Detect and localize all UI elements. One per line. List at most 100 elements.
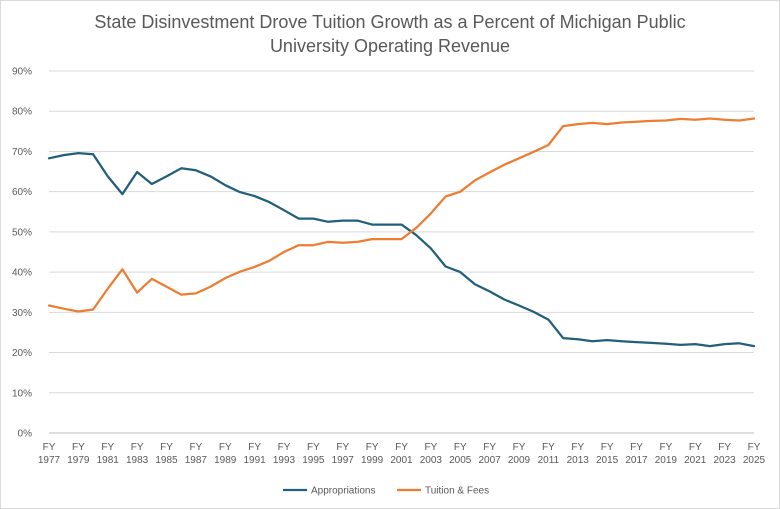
x-tick-label-year: 1993 [273, 455, 296, 466]
gridlines [49, 70, 754, 434]
x-tick-label-prefix: FY [336, 442, 349, 453]
legend-label: Appropriations [311, 486, 375, 497]
x-tick-label-prefix: FY [748, 442, 761, 453]
x-tick-label-prefix: FY [454, 442, 467, 453]
x-tick-label-prefix: FY [601, 442, 614, 453]
x-tick-label-year: 1981 [97, 455, 120, 466]
x-tick-label-year: 2001 [390, 455, 413, 466]
x-tick-label-prefix: FY [424, 442, 437, 453]
x-tick-label-year: 2007 [479, 455, 502, 466]
x-tick-label-prefix: FY [219, 442, 232, 453]
y-tick-label: 30% [12, 308, 32, 319]
y-tick-label: 20% [12, 348, 32, 359]
legend: Appropriations Tuition & Fees [283, 486, 489, 497]
x-tick-label-year: 1997 [332, 455, 355, 466]
y-tick-label: 80% [12, 107, 32, 118]
x-tick-label: FY 1977 [38, 442, 61, 466]
x-tick-label: FY 2001 [390, 442, 413, 466]
x-tick-label: FY 2025 [743, 442, 766, 466]
x-tick-label-prefix: FY [718, 442, 731, 453]
x-tick-label: FY 1985 [155, 442, 178, 466]
x-tick-label-prefix: FY [131, 442, 144, 453]
x-tick-label: FY 2017 [625, 442, 648, 466]
x-tick-label-year: 2003 [420, 455, 443, 466]
y-tick-label: 40% [12, 268, 32, 279]
series-lines [47, 117, 756, 348]
x-tick-label: FY 1981 [97, 442, 120, 466]
x-tick-label: FY 1989 [214, 442, 237, 466]
x-tick-label-prefix: FY [513, 442, 526, 453]
legend-item: Tuition & Fees [397, 486, 489, 497]
x-tick-label: FY 1999 [361, 442, 384, 466]
x-tick-label-year: 2023 [714, 455, 737, 466]
x-tick-label-prefix: FY [483, 442, 496, 453]
x-tick-label: FY 2007 [479, 442, 502, 466]
x-tick-label: FY 2023 [714, 442, 737, 466]
x-tick-label: FY 1987 [185, 442, 208, 466]
y-tick-label: 70% [12, 147, 32, 158]
x-tick-label-prefix: FY [248, 442, 261, 453]
x-tick-label: FY 2019 [655, 442, 678, 466]
x-tick-label-prefix: FY [43, 442, 56, 453]
y-axis: 0% 10% 20% 30% 40% 50% 60% 70% 80% 90% [12, 67, 32, 440]
x-tick-label-year: 1979 [67, 455, 90, 466]
x-tick-label-prefix: FY [189, 442, 202, 453]
x-tick-label-year: 1987 [185, 455, 208, 466]
x-tick-label: FY 2009 [508, 442, 531, 466]
x-tick-label-prefix: FY [160, 442, 173, 453]
x-tick-label: FY 2003 [420, 442, 443, 466]
x-tick-label-prefix: FY [571, 442, 584, 453]
y-tick-label: 90% [12, 67, 32, 78]
x-tick-label-year: 1989 [214, 455, 237, 466]
chart-title-line-2: University Operating Revenue [269, 36, 511, 56]
x-tick-label-year: 2005 [449, 455, 472, 466]
x-tick-label-prefix: FY [72, 442, 85, 453]
series-line-appropriations [47, 151, 756, 348]
x-tick-label: FY 1997 [332, 442, 355, 466]
x-tick-label-year: 1983 [126, 455, 149, 466]
x-tick-label: FY 2005 [449, 442, 472, 466]
x-tick-label-prefix: FY [630, 442, 643, 453]
x-tick-label: FY 1993 [273, 442, 296, 466]
x-tick-label-year: 1991 [244, 455, 267, 466]
x-tick-label-year: 2019 [655, 455, 678, 466]
x-tick-label-year: 2009 [508, 455, 531, 466]
x-axis: FY 1977 FY 1979 FY 1981 FY 1983 FY 1985 FY 1987 FY 19… [38, 442, 766, 466]
x-tick-label-prefix: FY [366, 442, 379, 453]
x-tick-label-prefix: FY [395, 442, 408, 453]
x-tick-label: FY 2015 [596, 442, 619, 466]
x-tick-label-year: 1985 [155, 455, 178, 466]
x-tick-label: FY 2011 [538, 442, 560, 466]
x-tick-label-year: 2017 [625, 455, 648, 466]
x-tick-label-prefix: FY [659, 442, 672, 453]
x-tick-label-prefix: FY [278, 442, 291, 453]
x-tick-label: FY 1983 [126, 442, 149, 466]
x-tick-label: FY 1995 [302, 442, 325, 466]
y-tick-label: 60% [12, 187, 32, 198]
x-tick-label: FY 1991 [244, 442, 267, 466]
y-tick-label: 10% [12, 388, 32, 399]
y-tick-label: 50% [12, 227, 32, 238]
x-tick-label-prefix: FY [542, 442, 555, 453]
chart-title: State Disinvestment Drove Tuition Growth… [0, 10, 780, 58]
series-line-tuition-fees [47, 117, 756, 313]
x-tick-label-year: 2025 [743, 455, 766, 466]
x-tick-label-year: 2021 [684, 455, 707, 466]
x-tick-label-prefix: FY [101, 442, 114, 453]
chart-title-line-1: State Disinvestment Drove Tuition Growth… [94, 12, 686, 32]
x-tick-label-year: 2011 [538, 455, 560, 466]
x-tick-label-year: 2015 [596, 455, 619, 466]
x-tick-label-year: 2013 [567, 455, 590, 466]
x-tick-label: FY 1979 [67, 442, 90, 466]
legend-item: Appropriations [283, 486, 375, 497]
legend-label: Tuition & Fees [425, 486, 489, 497]
x-tick-label: FY 2021 [684, 442, 707, 466]
x-tick-label-prefix: FY [689, 442, 702, 453]
x-tick-label: FY 2013 [567, 442, 590, 466]
x-tick-label-prefix: FY [307, 442, 320, 453]
x-tick-label-year: 1999 [361, 455, 384, 466]
y-tick-label: 0% [18, 429, 33, 440]
x-tick-label-year: 1995 [302, 455, 325, 466]
